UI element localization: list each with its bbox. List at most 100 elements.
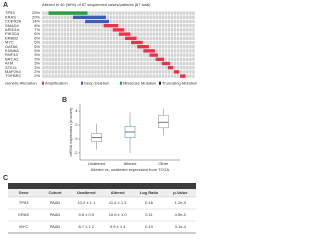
sample-cell [186,19,189,24]
x-caption: Altered vs. unaltered expression from TC… [91,167,170,172]
sample-cell [164,28,168,32]
sample-cell [137,24,140,28]
sample-cell [121,49,125,53]
sample-cell [69,61,73,66]
gene-pct: 5% [34,44,40,49]
sample-cell [112,57,116,61]
sample-cell [186,45,189,49]
sample-cell [45,74,48,78]
sample-cell [127,74,131,78]
sample-cell [54,53,57,57]
sample-cell [97,66,100,70]
sample-cell [85,61,88,66]
sample-cell [42,66,45,70]
sample-cell [131,70,134,74]
sample-cell [51,45,54,49]
sample-cell [137,15,140,19]
sample-cell [103,36,106,40]
sample-cell [91,53,94,57]
sample-cell [115,70,119,74]
sample-cell [60,49,64,53]
sample-cell [79,45,82,49]
sample-cell [134,15,137,19]
sample-cell [109,74,113,78]
sample-cell [118,49,122,53]
alteration [131,40,143,45]
sample-cell [106,32,110,36]
sample-cell [167,45,171,49]
sample-cell [106,49,110,53]
sample-cell [134,74,137,78]
sample-cell [173,49,177,53]
sample-cell [97,57,100,61]
sample-cell [131,45,134,49]
sample-cell [167,32,171,36]
sample-cell [173,66,177,70]
sample-cell [134,28,137,32]
sample-cell [57,15,61,19]
sample-cell [103,49,106,53]
sample-cell [152,40,155,45]
sample-cell [97,28,100,32]
sample-cell [121,40,125,45]
sample-cell [45,11,48,15]
sample-cell [146,36,149,40]
sample-cell [140,74,143,78]
sample-cell [66,53,70,57]
sample-cell [146,61,149,66]
sample-cell [54,70,57,74]
y-tick-label: 2 [75,122,78,127]
sample-cell [82,40,85,45]
sample-cell [103,40,106,45]
sample-cell [161,45,165,49]
sample-cell [82,28,85,32]
sample-cell [66,15,70,19]
sample-cell [170,57,174,61]
sample-cell [173,53,177,57]
sample-cell [137,70,140,74]
sample-cell [91,61,94,66]
sample-cell [94,40,97,45]
sample-cell [45,24,48,28]
sample-cell [137,19,140,24]
sample-cell [137,49,140,53]
sample-cell [131,24,134,28]
sample-cell [189,19,192,24]
sample-cell [112,40,116,45]
sample-cell [183,53,186,57]
sample-cell [66,36,70,40]
sample-cell [54,19,57,24]
sample-cell [75,61,79,66]
sample-cell [85,32,88,36]
sample-cell [42,28,45,32]
sample-cell [152,45,155,49]
sample-cell [88,24,91,28]
sample-cell [186,57,189,61]
sample-cell [146,66,149,70]
sample-cell [45,70,48,74]
sample-cell [57,70,61,74]
sample-cell [45,53,48,57]
legend-label: Missense Mutation [123,80,156,85]
sample-cell [48,40,51,45]
sample-cell [131,49,134,53]
sample-cell [94,36,97,40]
sample-cell [192,15,195,19]
sample-cell [158,74,162,78]
sample-cell [189,11,192,15]
gene-pct: 2% [34,69,40,74]
sample-cell [69,49,73,53]
sample-cell [69,57,73,61]
sample-cell [155,49,158,53]
sample-cell [88,57,91,61]
sample-cell [149,36,152,40]
sample-cell [63,24,67,28]
sample-cell [75,53,79,57]
sample-cell [54,74,57,78]
sample-cell [170,74,174,78]
sample-cell [180,49,183,53]
sample-cell [170,53,174,57]
sample-cell [109,15,113,19]
sample-cell [161,28,165,32]
sample-cell [72,32,76,36]
